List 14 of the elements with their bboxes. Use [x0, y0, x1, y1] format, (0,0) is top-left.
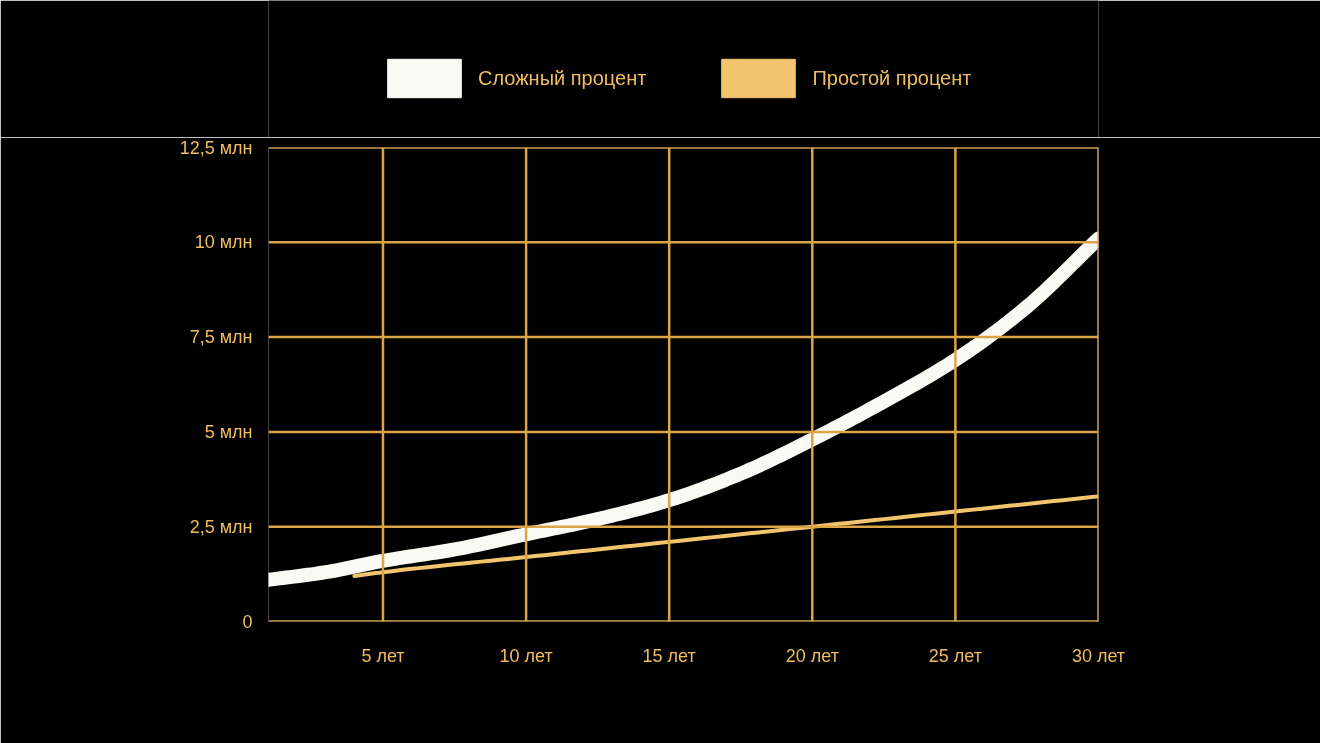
x-tick-label: 20 лет — [785, 645, 839, 666]
y-tick-label: 12,5 млн — [179, 137, 253, 158]
y-tick-label: 2,5 млн — [189, 516, 253, 537]
y-tick-label: 7,5 млн — [189, 327, 253, 348]
y-tick-label: 5 млн — [204, 421, 253, 442]
legend-label: Сложный процент — [478, 65, 647, 91]
x-tick-label: 5 лет — [361, 645, 405, 666]
y-tick-label: 0 — [242, 611, 253, 632]
legend-label: Простой процент — [812, 65, 972, 91]
x-tick-label: 30 лет — [1071, 645, 1126, 666]
x-tick-label: 10 лет — [499, 645, 553, 666]
x-tick-label: 25 лет — [928, 645, 982, 666]
x-tick-label: 15 лет — [642, 645, 696, 666]
y-tick-label: 10 млн — [194, 232, 253, 253]
